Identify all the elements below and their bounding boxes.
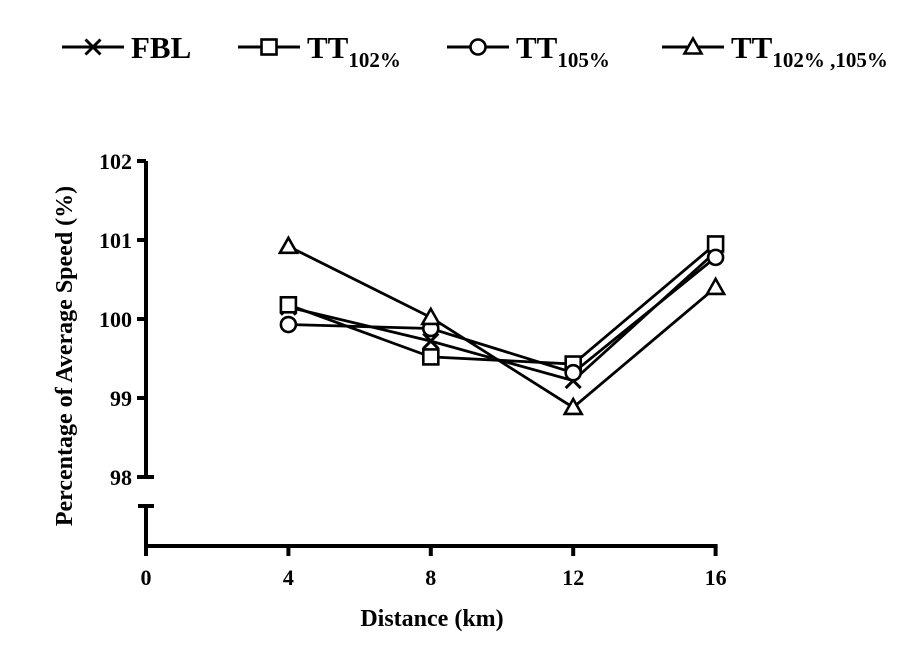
series-line-3 [287, 245, 717, 410]
y-tick-label: 101 [99, 228, 132, 253]
legend-marker-square [260, 38, 278, 56]
y-axis-title: Percentage of Average Speed (%) [52, 186, 78, 526]
x-tick-label: 16 [705, 565, 727, 590]
plot-area [277, 235, 727, 416]
legend-label-subscript: 102% [348, 48, 401, 72]
legend-label: FBL [131, 30, 191, 65]
y-tick-label: 102 [99, 149, 132, 174]
legend-label-subscript: 102% ,105% [772, 48, 888, 72]
y-tick-label: 100 [99, 307, 132, 332]
y-tick-label: 99 [110, 386, 132, 411]
series-line-2 [288, 256, 717, 375]
legend-item: TT105% [447, 30, 610, 72]
legend-label: TT105% [516, 30, 610, 72]
legend-marker-triangle [682, 35, 704, 55]
y-tick-label: 98 [110, 465, 132, 490]
legend-marker-circle [469, 38, 487, 56]
legend-item: TT102% [238, 30, 401, 72]
x-tick-label: 4 [283, 565, 294, 590]
legend-marker-x [84, 38, 102, 56]
data-point-triangle [277, 235, 300, 255]
x-axis-title: Distance (km) [360, 606, 503, 632]
data-point-triangle [420, 306, 442, 326]
data-point-x [422, 332, 440, 350]
legend-label-subscript: 105% [557, 48, 610, 72]
data-point-triangle [704, 276, 727, 296]
data-point-square [421, 348, 440, 366]
x-tick-label: 8 [425, 565, 436, 590]
legend: FBL TT102% TT105% TT102% ,105% [62, 30, 888, 72]
legend-item: TT102% ,105% [662, 30, 888, 72]
legend-label: TT102% ,105% [731, 30, 888, 72]
data-point-triangle [562, 396, 584, 416]
axes: 98 99 100 101 102 0 4 8 12 16 [99, 149, 727, 590]
legend-label: TT102% [307, 30, 401, 72]
data-point-square [279, 295, 298, 314]
data-point-circle [564, 363, 583, 382]
x-tick-label: 0 [141, 565, 152, 590]
series-line-1 [287, 242, 717, 366]
data-point-circle [706, 248, 725, 267]
legend-item: FBL [62, 30, 191, 65]
data-point-circle [279, 315, 298, 334]
x-tick-label: 12 [562, 565, 584, 590]
